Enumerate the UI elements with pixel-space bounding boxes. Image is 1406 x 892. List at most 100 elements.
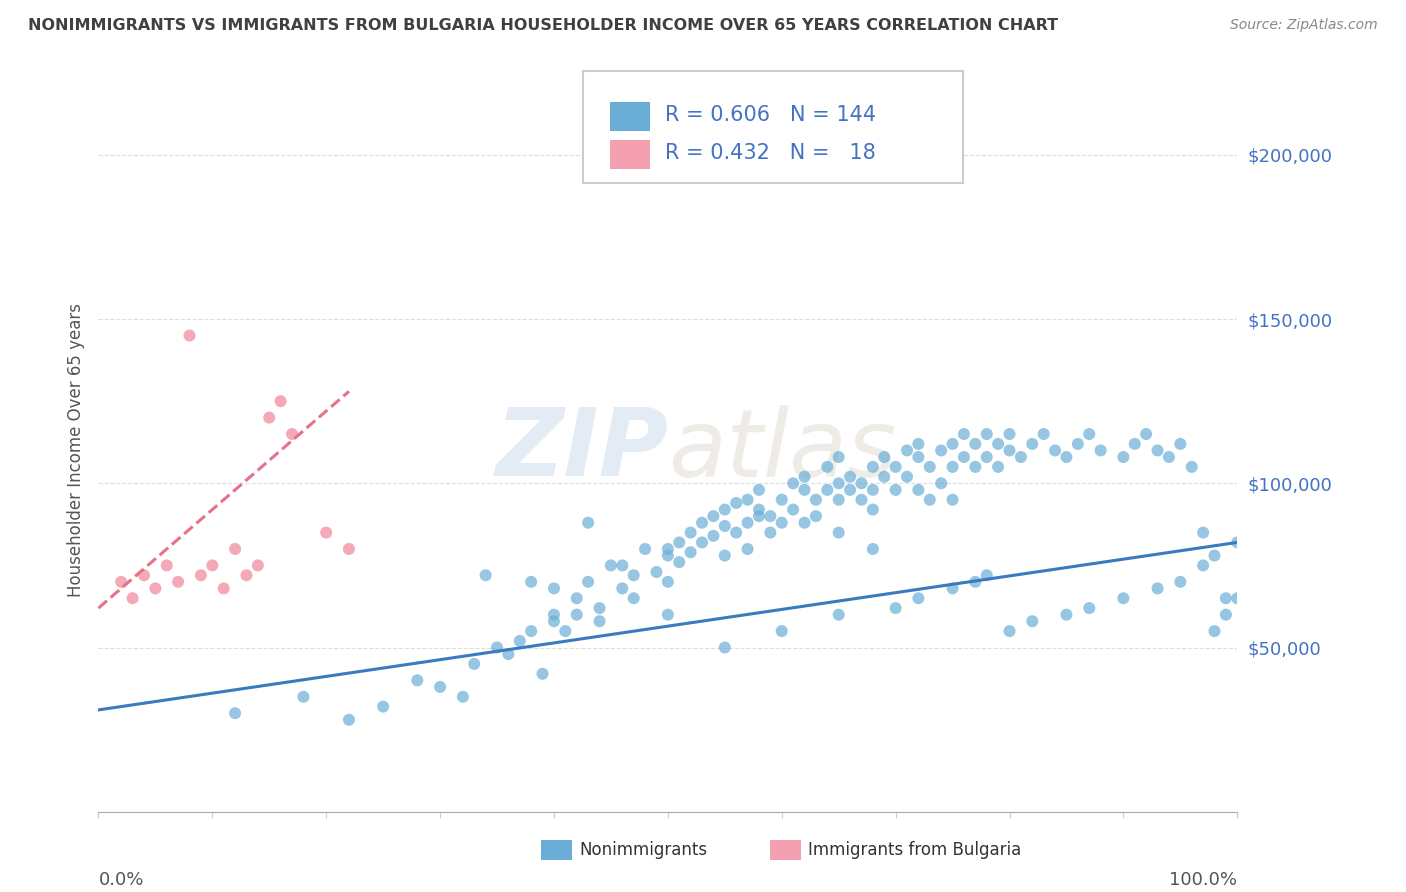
Point [1112,450,1135,464]
Point [600,558,623,573]
Point [828,525,851,540]
Point [1192,558,1215,573]
Point [612,582,634,596]
Point [862,502,884,516]
Point [1146,582,1168,596]
Point [1204,549,1226,563]
Point [543,614,565,628]
Point [588,614,610,628]
Text: atlas: atlas [668,405,896,496]
Point [815,483,838,497]
Point [190,568,212,582]
Point [543,582,565,596]
Point [907,483,929,497]
Point [623,591,645,606]
Point [509,634,531,648]
Point [1226,535,1249,549]
Point [1123,437,1146,451]
Point [873,469,896,483]
Point [965,574,987,589]
Point [918,492,941,507]
Point [714,640,737,655]
Point [884,483,907,497]
Point [1067,437,1090,451]
Point [668,555,690,569]
Point [907,591,929,606]
Point [770,492,793,507]
Point [965,437,987,451]
Point [953,450,976,464]
Point [132,568,155,582]
Point [976,450,998,464]
Point [1146,443,1168,458]
Point [748,502,770,516]
Text: Source: ZipAtlas.com: Source: ZipAtlas.com [1230,18,1378,32]
Point [1090,443,1112,458]
Point [679,545,702,559]
Text: Nonimmigrants: Nonimmigrants [579,841,707,859]
Point [998,624,1021,639]
Point [1170,574,1192,589]
Point [292,690,315,704]
Point [371,699,394,714]
Point [565,607,588,622]
Point [793,469,815,483]
Point [759,525,782,540]
Point [337,541,360,556]
Point [702,529,724,543]
Point [804,492,827,507]
Point [212,582,235,596]
Point [657,541,679,556]
Y-axis label: Householder Income Over 65 years: Householder Income Over 65 years [66,303,84,598]
Point [657,549,679,563]
Text: R = 0.432   N =   18: R = 0.432 N = 18 [665,144,876,163]
Point [463,657,485,671]
Point [1021,437,1043,451]
Point [748,483,770,497]
Point [942,492,965,507]
Point [748,509,770,524]
Point [851,476,873,491]
Point [998,443,1021,458]
Point [884,601,907,615]
Point [565,591,588,606]
Point [839,483,862,497]
Point [714,502,737,516]
Point [1032,427,1054,442]
Point [179,328,201,343]
Point [1157,450,1180,464]
Point [224,541,246,556]
Point [976,427,998,442]
Point [270,394,292,409]
Point [1135,427,1157,442]
Point [281,427,304,442]
Point [406,673,429,688]
Point [907,450,929,464]
Text: 0.0%: 0.0% [98,871,143,888]
Point [907,437,929,451]
Point [976,568,998,582]
Point [998,427,1021,442]
Point [942,582,965,596]
Point [554,624,576,639]
Point [929,476,952,491]
Point [1215,607,1237,622]
Point [725,496,748,510]
Point [737,516,759,530]
Point [145,582,167,596]
Point [645,565,668,579]
Point [828,607,851,622]
Point [110,574,132,589]
Point [884,459,907,474]
Point [953,427,976,442]
Point [828,450,851,464]
Point [224,706,246,721]
Text: 100.0%: 100.0% [1170,871,1237,888]
Point [1226,591,1249,606]
Point [1010,450,1032,464]
Point [804,509,827,524]
Point [1054,450,1078,464]
Point [782,502,804,516]
Point [679,525,702,540]
Text: R = 0.606   N = 144: R = 0.606 N = 144 [665,105,876,125]
